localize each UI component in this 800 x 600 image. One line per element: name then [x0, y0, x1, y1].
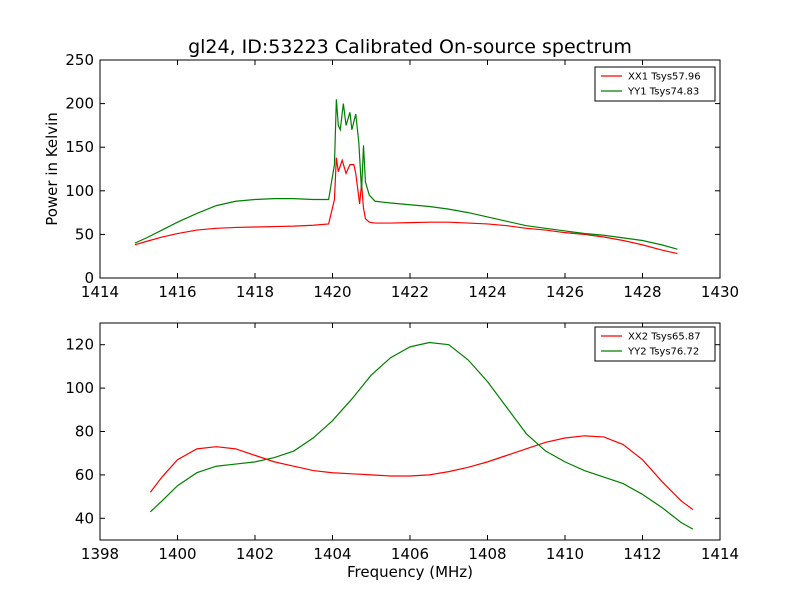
top-panel: 1414 1416 1418 1420 1422 1424 1426 1428 1430 0 50 1… — [65, 51, 739, 301]
legend: XX1 Tsys57.96 YY1 Tsys74.83 — [594, 66, 716, 102]
legend-label: YY1 Tsys74.83 — [627, 87, 699, 98]
series-line-2 — [149, 341, 694, 530]
x-tick-label: 1418 — [236, 283, 274, 301]
x-tick-label: 1422 — [391, 283, 429, 301]
y-tick-label: 50 — [75, 225, 94, 243]
x-tick-label: 1414 — [81, 283, 119, 301]
y-tick-label: 40 — [75, 509, 94, 527]
y-tick-label: 100 — [65, 182, 94, 200]
y-axis-label-top: Power in Kelvin — [43, 112, 61, 226]
y-tick-label: 80 — [75, 423, 94, 441]
series-line-2 — [134, 99, 678, 250]
x-tick-label: 1398 — [81, 545, 119, 563]
legend-label: XX1 Tsys57.96 — [628, 72, 701, 83]
y-tick-label: 200 — [65, 95, 94, 113]
series-line-1 — [134, 157, 678, 255]
x-tick-label: 1416 — [158, 283, 196, 301]
x-tick-label: 1428 — [623, 283, 661, 301]
x-tick-label: 1430 — [701, 283, 739, 301]
x-tick-label: 1412 — [623, 545, 661, 563]
x-tick-label: 1404 — [313, 545, 351, 563]
y-tick-label: 0 — [84, 269, 94, 287]
x-tick-label: 1420 — [313, 283, 351, 301]
x-tick-label: 1426 — [546, 283, 584, 301]
x-tick-label: 1400 — [158, 545, 196, 563]
y-tick-label: 100 — [65, 379, 94, 397]
x-tick-label: 1410 — [546, 545, 584, 563]
y-tick-label: 120 — [65, 336, 94, 354]
x-tick-label: 1406 — [391, 545, 429, 563]
x-tick-label: 1408 — [468, 545, 506, 563]
x-tick-label: 1402 — [236, 545, 274, 563]
x-tick-label: 1414 — [701, 545, 739, 563]
legend-label: XX2 Tsys65.87 — [628, 332, 701, 343]
series-line-1 — [149, 435, 694, 511]
y-tick-label: 60 — [75, 466, 94, 484]
y-tick-label: 250 — [65, 51, 94, 69]
y-tick-label: 150 — [65, 138, 94, 156]
legend-label: YY2 Tsys76.72 — [627, 347, 699, 358]
chart-title: gl24, ID:53223 Calibrated On-source spec… — [188, 36, 632, 58]
x-tick-label: 1424 — [468, 283, 506, 301]
bottom-panel: 1398 1400 1402 1404 1406 1408 1410 1412 1414 40 60… — [65, 322, 739, 563]
legend: XX2 Tsys65.87 YY2 Tsys76.72 — [594, 326, 716, 362]
x-axis-label-bottom: Frequency (MHz) — [347, 563, 473, 581]
